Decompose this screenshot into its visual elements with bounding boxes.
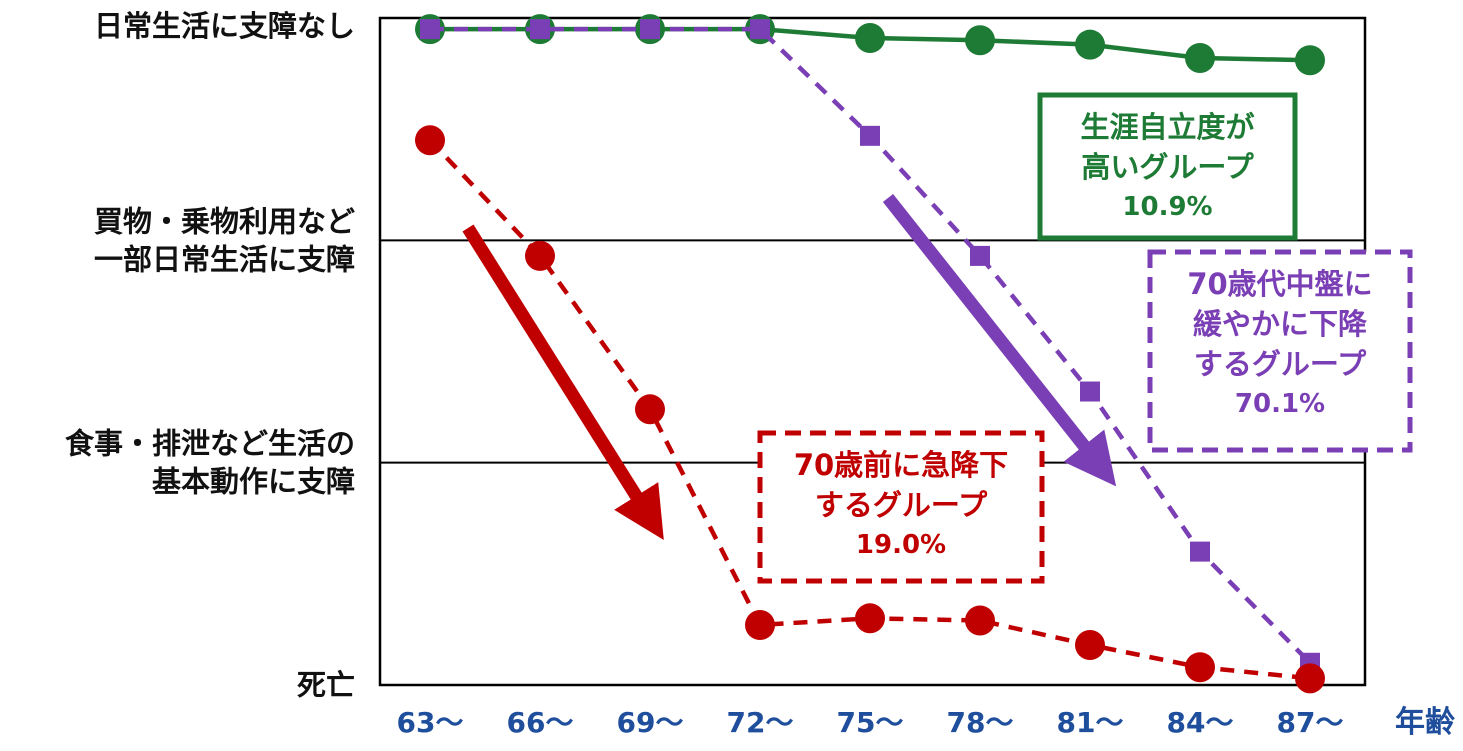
x-axis-labels: 63～ 66～ 69～ 72～ 75～ 78～ 81～ 84～ 87～ [397,706,1344,739]
x-tick-label: 84～ [1167,706,1234,739]
data-point [855,603,885,634]
data-point [1185,652,1215,683]
x-tick-label: 75～ [837,706,904,739]
group-annotations: 生涯自立度が高いグループ10.9%70歳代中盤に緩やかに下降するグループ70.1… [757,92,1413,584]
data-point [1075,629,1105,660]
annotation-text: 70歳代中盤に [1187,267,1372,301]
data-point [750,19,770,40]
data-point [1295,45,1325,76]
x-tick-label: 87～ [1277,706,1344,739]
data-point [855,23,885,54]
x-tick-label: 69～ [617,706,684,739]
y-level-label: 基本動作に支障 [152,465,355,499]
y-level-label: 日常生活に支障なし [94,9,355,43]
annotation-text: するグループ [1194,347,1367,381]
annotation-frame [1147,249,1413,453]
data-point [1080,381,1100,402]
x-tick-label: 78～ [947,706,1014,739]
annotation-text: 70歳前に急降下 [794,448,1008,482]
x-tick-label: 66～ [507,706,574,739]
data-point [970,245,990,266]
data-point [1185,43,1215,74]
x-tick-label: 63～ [397,706,464,739]
data-point [1190,541,1210,562]
x-axis-title: 年齢 [1395,705,1455,740]
annotation-frame [1037,92,1298,241]
y-level-label: 死亡 [297,668,355,702]
data-point [415,125,445,156]
data-point [635,394,665,425]
x-tick-label: 72～ [727,706,794,739]
data-point [525,240,555,271]
y-level-label: 一部日常生活に支障 [94,242,355,276]
data-point [965,605,995,636]
series-lines [415,14,1325,694]
purple-decline-arrow [882,193,1117,487]
y-level-label: 買物・乗物利用など [94,204,355,238]
annotation-percent: 19.0% [856,530,946,560]
annotation-text: 生涯自立度が [1080,110,1254,144]
data-point [1295,663,1325,694]
data-point [640,19,660,40]
x-tick-label: 81～ [1057,706,1124,739]
data-point [965,25,995,56]
y-level-label: 食事・排泄など生活の [65,427,355,461]
data-point [530,19,550,40]
data-point [745,609,775,640]
annotation-text: 高いグループ [1081,150,1254,184]
annotation-percent: 10.9% [1122,192,1212,222]
annotation-text: 緩やかに下降 [1193,307,1368,341]
data-point [420,19,440,40]
red-decline-arrow [462,224,664,541]
data-point [860,125,880,146]
annotation-text: するグループ [815,488,988,522]
data-point [1075,29,1105,60]
trend-arrows [462,193,1117,541]
annotation-frame [757,430,1045,584]
y-axis-labels: 日常生活に支障なし買物・乗物利用など一部日常生活に支障食事・排泄など生活の基本動… [65,9,355,702]
annotation-percent: 70.1% [1235,389,1325,419]
